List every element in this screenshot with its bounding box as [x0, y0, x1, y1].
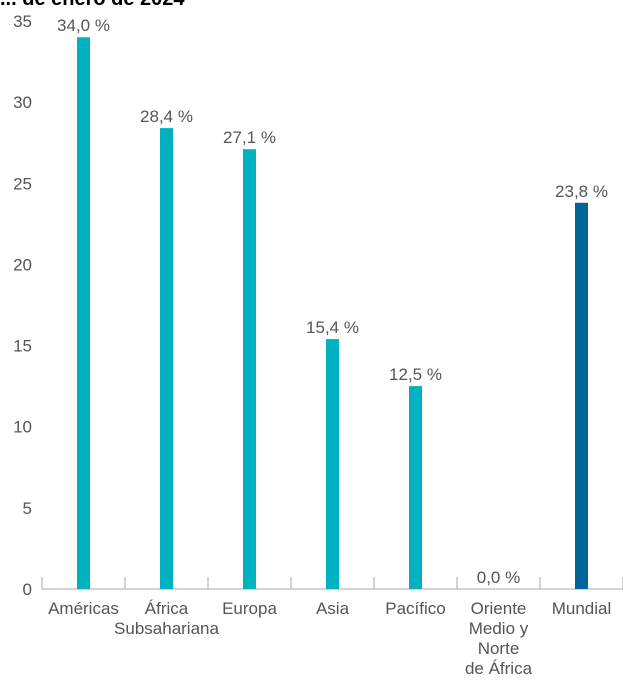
- value-labels: 34,0 % 28,4 % 27,1 % 15,4 % 12,5 % 0,0 % 23,8 …: [57, 16, 608, 587]
- bar: [575, 202, 588, 589]
- y-axis-ticks: 0 5 10 15 20 25 30 35: [13, 12, 32, 599]
- y-tick-label: 5: [23, 499, 32, 518]
- chart-title-text: ... de enero de 2024: [0, 0, 185, 8]
- category-label: África: [145, 599, 189, 618]
- bar: [243, 149, 256, 589]
- category-label: Norte: [478, 639, 520, 658]
- x-axis-tick-marks: [41, 577, 623, 589]
- category-label: Pacífico: [385, 599, 445, 618]
- category-label: Subsahariana: [114, 619, 219, 638]
- data-label: 23,8 %: [555, 182, 608, 201]
- data-label: 15,4 %: [306, 318, 359, 337]
- y-tick-label: 25: [13, 174, 32, 193]
- y-tick-label: 20: [13, 255, 32, 274]
- category-label: Mundial: [552, 599, 612, 618]
- bars: [77, 37, 588, 589]
- data-label: 27,1 %: [223, 128, 276, 147]
- y-tick-label: 10: [13, 418, 32, 437]
- data-label: 34,0 %: [57, 16, 110, 35]
- category-label: Américas: [48, 599, 119, 618]
- y-tick-label: 15: [13, 337, 32, 356]
- data-label: 28,4 %: [140, 107, 193, 126]
- category-label: Asia: [316, 599, 350, 618]
- chart-title: ... de enero de 2024: [0, 0, 185, 8]
- category-label: de África: [465, 659, 533, 678]
- y-tick-label: 30: [13, 93, 32, 112]
- category-label: Europa: [222, 599, 277, 618]
- bar: [326, 339, 339, 589]
- bar: [409, 386, 422, 589]
- y-tick-label: 0: [23, 580, 32, 599]
- bar: [160, 128, 173, 589]
- bar: [77, 37, 90, 589]
- category-label: Medio y: [469, 619, 529, 638]
- category-label: Oriente: [471, 599, 527, 618]
- y-tick-label: 35: [13, 12, 32, 31]
- data-label: 0,0 %: [477, 568, 520, 587]
- data-label: 12,5 %: [389, 365, 442, 384]
